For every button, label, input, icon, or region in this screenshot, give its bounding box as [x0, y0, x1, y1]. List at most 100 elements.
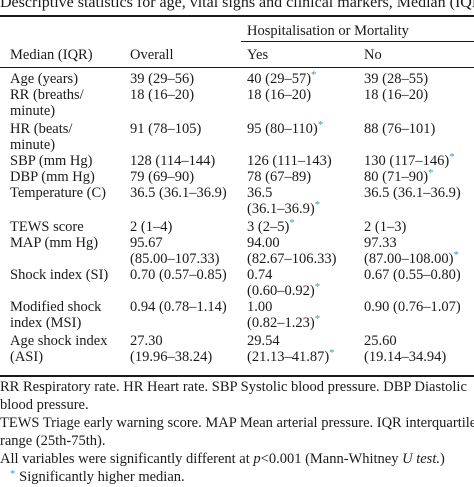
cell-text: (21.13–41.87) [247, 349, 330, 365]
cell-text: 94.00 [247, 235, 280, 251]
cell-text: 36.5 (36.1–36.9) [364, 185, 461, 201]
table-cell-overall: 79 (69–90) [130, 169, 194, 185]
table-cell-yes: 3 (2–5)* [247, 217, 295, 236]
cell-text: index (MSI) [10, 315, 82, 331]
table-cell-no: 97.33 [364, 235, 397, 251]
table-cell-label: minute) [10, 103, 55, 119]
cell-text: TEWS score [10, 219, 84, 235]
table-cell-label: SBP (mm Hg) [10, 153, 92, 169]
significance-star: * [314, 313, 321, 325]
significance-star: * [311, 69, 317, 81]
table-cell-overall: 95.67 [130, 235, 163, 251]
cell-text: 3 (2–5) [247, 219, 290, 235]
table-cell-overall: 128 (114–144) [130, 153, 215, 169]
cell-text: minute) [10, 137, 56, 153]
cell-text: 36.5 (36.1–36.9) [130, 185, 227, 201]
table-cell-label: Shock index (SI) [10, 267, 108, 283]
cell-text: 2 (1–4) [130, 219, 173, 235]
table-cell-yes: 18 (16–20) [247, 87, 311, 103]
table-cell-no: 130 (117–146)* [364, 151, 455, 170]
cell-text: Age (years) [10, 71, 79, 87]
header-rule [0, 67, 474, 68]
table-cell-yes: (21.13–41.87)* [247, 347, 335, 366]
table-cell-no: 18 (16–20) [364, 87, 428, 103]
table-cell-yes: (82.67–106.33) [247, 251, 336, 267]
cell-text: 0.94 (0.78–1.14) [130, 299, 227, 315]
significance-star: * [449, 151, 455, 163]
cell-text: RR (breaths/ [10, 87, 84, 103]
table-cell-label: Modified shock [10, 299, 101, 315]
group-subrule [241, 41, 474, 42]
cell-text: (36.1–36.9) [247, 201, 315, 217]
group-header: Hospitalisation or Mortality [247, 23, 409, 39]
cell-text: 1.00 [247, 299, 273, 315]
table-cell-label: Age shock index [10, 333, 107, 349]
cell-text: (19.96–38.24) [130, 349, 213, 365]
table-cell-overall: 36.5 (36.1–36.9) [130, 185, 227, 201]
cell-text: 0.90 (0.76–1.07) [364, 299, 461, 315]
table-cell-yes: (0.82–1.23)* [247, 313, 321, 332]
abbrev-line-4: range (25th-75th). [0, 433, 106, 449]
table-cell-label: MAP (mm Hg) [10, 235, 98, 251]
table-caption: Descriptive statistics for age, vital si… [0, 0, 474, 11]
cell-text: (0.82–1.23) [247, 315, 315, 331]
cell-text: 95 (80–110) [247, 121, 318, 137]
cell-text: (19.14–34.94) [364, 349, 447, 365]
table-cell-yes: 40 (29–57)* [247, 69, 317, 88]
star-note: * Significantly higher median. [10, 468, 185, 485]
table-cell-label: DBP (mm Hg) [10, 169, 95, 185]
table-cell-no: 25.60 [364, 333, 397, 349]
cell-text: 128 (114–144) [130, 153, 216, 169]
table-cell-label: TEWS score [10, 219, 84, 235]
cell-text: 79 (69–90) [130, 169, 195, 185]
cell-text: 27.30 [130, 333, 163, 349]
star-symbol: * [10, 468, 16, 480]
cell-text: (0.60–0.92) [247, 283, 315, 299]
cell-text: DBP (mm Hg) [10, 169, 95, 185]
table-cell-overall: 39 (29–56) [130, 71, 194, 87]
bottom-rule [0, 375, 474, 377]
cell-text: Modified shock [10, 299, 102, 315]
table-cell-no: 0.90 (0.76–1.07) [364, 299, 461, 315]
cell-text: 78 (67–89) [247, 169, 312, 185]
cell-text: 0.70 (0.57–0.85) [130, 267, 227, 283]
cell-text: (87.00–108.00) [364, 251, 454, 267]
cell-text: HR (beats/ [10, 121, 73, 137]
table-cell-no: 2 (1–3) [364, 219, 406, 235]
cell-text: (82.67–106.33) [247, 251, 337, 267]
cell-text: 97.33 [364, 235, 397, 251]
significance-star: * [317, 119, 324, 131]
cell-text: 39 (28–55) [364, 71, 429, 87]
abbrev-line-3: TEWS Triage early warning score. MAP Mea… [0, 415, 474, 431]
table-cell-no: 80 (71–90)* [364, 167, 434, 186]
cell-text: 18 (16–20) [130, 87, 195, 103]
footnotes: RR Respiratory rate. HR Heart rate. SBP … [0, 378, 474, 487]
cell-text: 0.67 (0.55–0.80) [364, 267, 461, 283]
cell-text: 2 (1–3) [364, 219, 407, 235]
cell-text: Shock index (SI) [10, 267, 109, 283]
significance-note: All variables were significantly differe… [0, 451, 445, 467]
table-cell-no: (87.00–108.00)* [364, 249, 459, 268]
cell-text: 39 (29–56) [130, 71, 195, 87]
table-cell-label: RR (breaths/ [10, 87, 84, 103]
table-cell-yes: 29.54 [247, 333, 280, 349]
significance-star: * [289, 217, 295, 229]
col-header-no: No [364, 47, 382, 63]
table-cell-yes: (0.60–0.92)* [247, 281, 320, 300]
table-cell-yes: 0.74 [247, 267, 272, 283]
abbrev-line-1: RR Respiratory rate. HR Heart rate. SBP … [0, 379, 467, 395]
col-header-overall: Overall [130, 47, 174, 63]
table-cell-label: Temperature (C) [10, 185, 106, 201]
cell-text: Temperature (C) [10, 185, 107, 201]
significance-star: * [329, 347, 335, 359]
table-cell-no: (19.14–34.94) [364, 349, 446, 365]
cell-text: (ASI) [10, 349, 44, 365]
abbrev-line-2: blood pressure. [0, 397, 89, 413]
cell-text: 29.54 [247, 333, 280, 349]
cell-text: 80 (71–90) [364, 169, 429, 185]
cell-text: 40 (29–57) [247, 71, 312, 87]
table-cell-label: (ASI) [10, 349, 43, 365]
table-cell-yes: 94.00 [247, 235, 280, 251]
cell-text: 130 (117–146) [364, 153, 450, 169]
top-rule [0, 15, 474, 17]
